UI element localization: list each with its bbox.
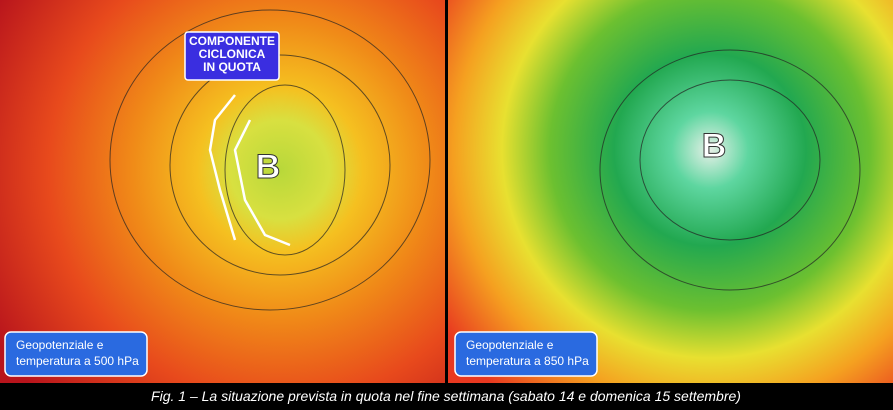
map-850 xyxy=(448,0,893,383)
callout-box xyxy=(184,31,280,81)
label-line: Geopotenziale e xyxy=(16,338,104,352)
flow-arrows xyxy=(208,94,291,247)
low-marker: B xyxy=(256,148,281,186)
label-box xyxy=(4,331,148,377)
label-line: temperatura a 500 hPa xyxy=(16,354,139,368)
caption-bar xyxy=(0,383,893,410)
label-line: Geopotenziale e xyxy=(466,338,554,352)
label-line: temperatura a 850 hPa xyxy=(466,354,589,368)
caption: Fig. 1 – La situazione prevista in quota… xyxy=(151,388,741,404)
label-box xyxy=(454,331,598,377)
callout-line: CICLONICA xyxy=(199,47,266,61)
callout-line: IN QUOTA xyxy=(203,60,261,74)
callout-line: COMPONENTE xyxy=(189,34,275,48)
isolines xyxy=(109,9,861,311)
low-marker: B xyxy=(702,127,727,165)
